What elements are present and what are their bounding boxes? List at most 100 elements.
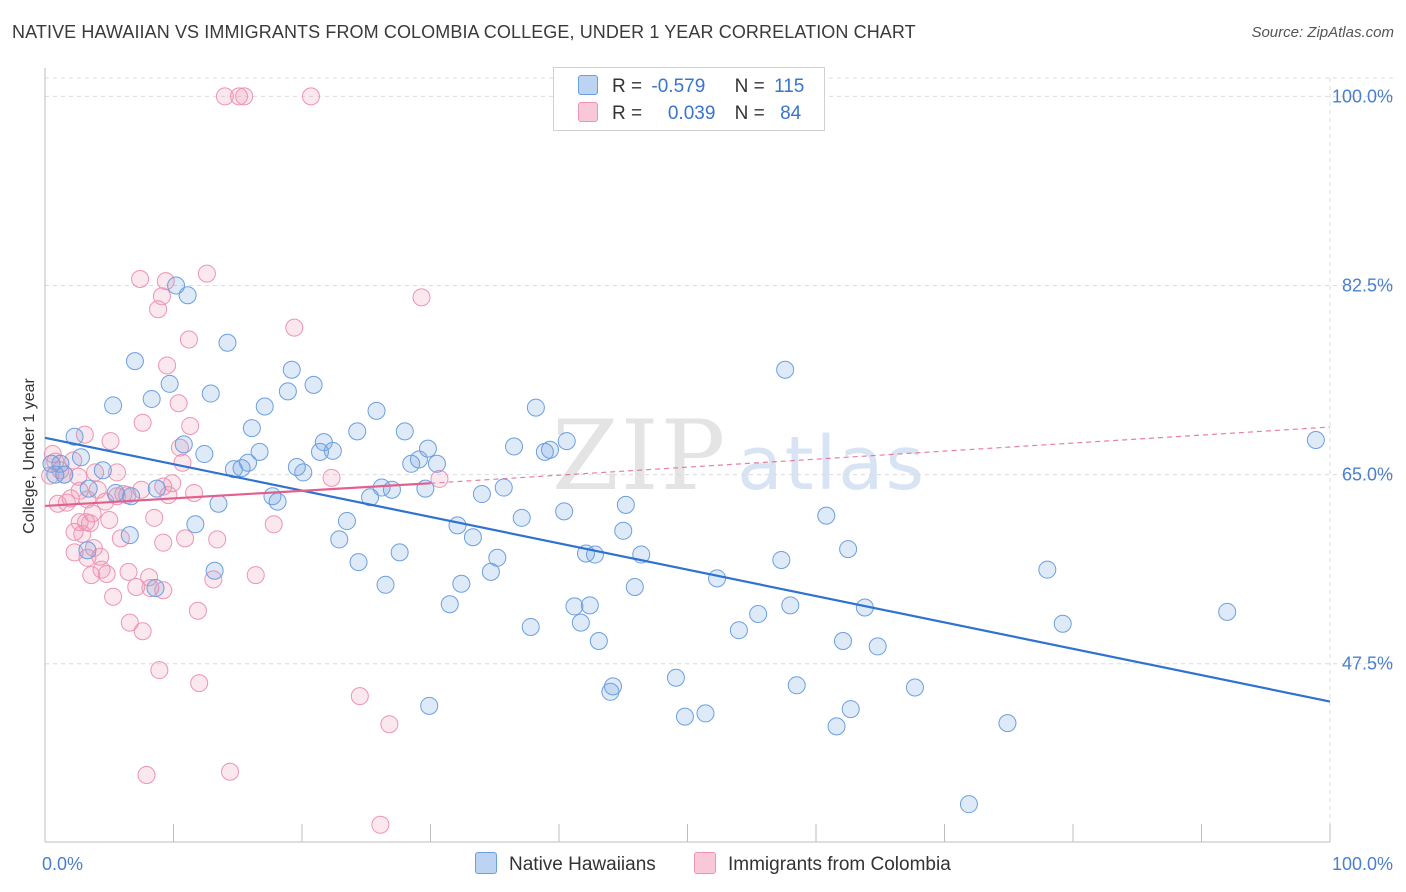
- legend-r-value: -0.579: [651, 76, 706, 97]
- colombia-point: [301, 87, 320, 106]
- native-hawaiian-point: [382, 480, 401, 499]
- legend-r-value: 0.039: [667, 103, 716, 124]
- colombia-point: [82, 566, 101, 585]
- native-hawaiian-point: [729, 621, 748, 640]
- legend-item-colombia: Immigrants from Colombia: [694, 852, 951, 876]
- legend-r-label: R =: [612, 103, 643, 124]
- native-hawaiian-point: [142, 389, 161, 408]
- native-hawaiian-point: [294, 463, 313, 482]
- colombia-point: [190, 674, 209, 693]
- colombia-point: [158, 356, 177, 375]
- colombia-point: [127, 577, 146, 596]
- native-hawaiian-point: [526, 398, 545, 417]
- native-hawaiian-point: [239, 453, 258, 472]
- native-hawaiian-point: [120, 526, 139, 545]
- colombia-point: [430, 469, 449, 488]
- native-hawaiian-point: [541, 440, 560, 459]
- colombia-point: [215, 87, 234, 106]
- colombia-point: [179, 330, 198, 349]
- x-tick-labels: 0.0% 100.0%: [42, 854, 1393, 874]
- native-hawaiian-point: [839, 540, 858, 559]
- native-hawaiian-point: [268, 492, 287, 511]
- native-hawaiian-point: [827, 717, 846, 736]
- colombia-point: [208, 530, 227, 549]
- colombia-point: [152, 287, 171, 306]
- colombia-point: [97, 565, 116, 584]
- colombia-point: [230, 87, 249, 106]
- colombia-point: [285, 318, 304, 337]
- native-hawaiian-point: [205, 561, 224, 580]
- native-hawaiian-point: [420, 696, 439, 715]
- native-hawaiian-point: [505, 437, 524, 456]
- native-hawaiian-point: [1218, 602, 1237, 621]
- colombia-point: [107, 463, 126, 482]
- native-hawaiian-point: [666, 668, 685, 687]
- native-hawaiian-point: [959, 795, 978, 814]
- native-hawaiian-point: [696, 704, 715, 723]
- native-hawaiian-point: [125, 352, 144, 371]
- native-hawaiian-point: [376, 575, 395, 594]
- native-hawaiian-point: [603, 677, 622, 696]
- colombia-point: [350, 687, 369, 706]
- native-hawaiian-point: [282, 360, 301, 379]
- native-hawaiian-point: [580, 596, 599, 615]
- source-credit: Source: ZipAtlas.com: [1251, 24, 1394, 41]
- native-hawaiian-point: [440, 595, 459, 614]
- native-hawaiian-point: [78, 541, 97, 560]
- native-hawaiian-point: [104, 396, 123, 415]
- legend-swatch-blue: [475, 852, 497, 874]
- colombia-point: [43, 445, 62, 464]
- legend-row-colombia: R = 0.039 N = 84: [578, 102, 801, 128]
- colombia-point: [150, 661, 169, 680]
- native-hawaiian-point: [186, 515, 205, 534]
- native-hawaiian-point: [512, 508, 531, 527]
- stats-legend: R = -0.579 N = 115 R = 0.039 N = 84: [553, 67, 825, 131]
- colombia-point: [119, 562, 138, 581]
- legend-n-value: 84: [780, 103, 802, 124]
- native-hawaiian-point: [905, 678, 924, 697]
- native-hawaiian-point: [1306, 431, 1325, 450]
- colombia-point: [137, 766, 156, 785]
- legend-r-label: R =: [612, 76, 643, 97]
- colombia-point: [69, 467, 88, 486]
- colombia-point: [221, 762, 240, 781]
- native-hawaiian-point: [323, 441, 342, 460]
- native-hawaiian-point: [195, 445, 214, 464]
- y-tick-label: 100.0%: [1332, 86, 1393, 106]
- colombia-point: [104, 587, 123, 606]
- native-hawaiian-point: [255, 397, 274, 416]
- native-hawaiian-point: [218, 333, 237, 352]
- native-hawaiian-point: [167, 276, 186, 295]
- axes: [44, 68, 1331, 843]
- native-hawaiian-point: [390, 543, 409, 562]
- x-tick-label: 0.0%: [42, 854, 83, 874]
- native-hawaiian-point: [998, 714, 1017, 733]
- native-hawaiian-point: [776, 360, 795, 379]
- native-hawaiian-point: [675, 707, 694, 726]
- colombia-point: [133, 622, 152, 641]
- native-hawaiian-point: [427, 454, 446, 473]
- native-hawaiian-point: [472, 485, 491, 504]
- native-hawaiian-point: [557, 432, 576, 451]
- y-tick-label: 65.0%: [1342, 465, 1393, 485]
- trend-lines: [44, 436, 1331, 703]
- native-hawaiian-point: [106, 483, 125, 502]
- native-hawaiian-point: [452, 574, 471, 593]
- colombia-point: [176, 529, 195, 548]
- colombia-point: [156, 272, 175, 291]
- native-hawaiian-trend-line: [44, 436, 1331, 703]
- colombia-point: [86, 463, 105, 482]
- native-hawaiian-point: [71, 448, 90, 467]
- colombia-point: [380, 715, 399, 734]
- native-hawaiian-point: [833, 632, 852, 651]
- legend-n-value: 115: [774, 76, 805, 97]
- native-hawaiian-point: [367, 401, 386, 420]
- native-hawaiian-point: [348, 422, 367, 441]
- colombia-point: [235, 87, 254, 106]
- native-hawaiian-point: [565, 597, 584, 616]
- native-hawaiian-point: [614, 521, 633, 540]
- native-hawaiian-point: [772, 550, 791, 569]
- native-hawaiian-point: [817, 506, 836, 525]
- native-hawaiian-point: [1038, 560, 1057, 579]
- native-hawaiian-point: [201, 384, 220, 403]
